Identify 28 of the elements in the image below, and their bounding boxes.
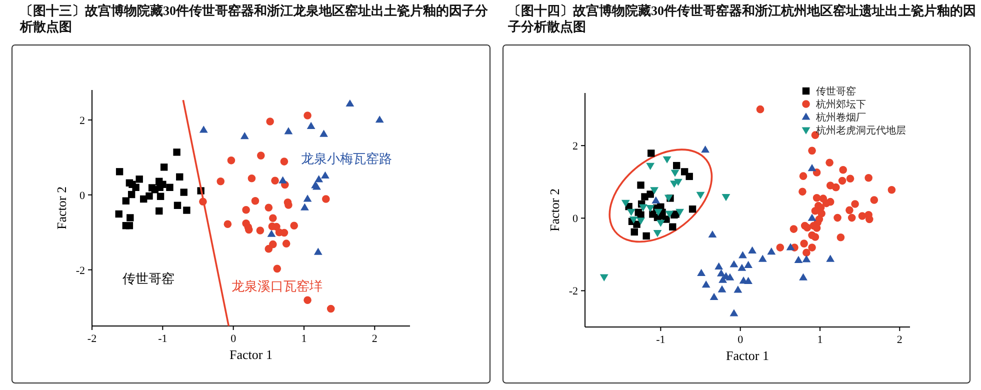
legend-label: 传世哥窑 bbox=[816, 86, 856, 98]
x-tick-label: -2 bbox=[87, 333, 97, 345]
y-axis-title: Factor 2 bbox=[547, 188, 562, 232]
x-axis-title: Factor 1 bbox=[230, 347, 272, 362]
x-tick-label: 0 bbox=[230, 333, 237, 345]
series-label: 龙泉溪口瓦窑垟 bbox=[232, 278, 323, 294]
x-tick-label: -1 bbox=[158, 333, 168, 345]
x-tick-label: 0 bbox=[738, 334, 744, 346]
x-tick-label: 2 bbox=[896, 334, 902, 346]
text: 传世哥窑 bbox=[122, 270, 175, 286]
legend-label: 杭州郊坛下 bbox=[815, 98, 866, 110]
x-axis-title: Factor 1 bbox=[726, 348, 769, 363]
x-tick-label: 1 bbox=[817, 334, 823, 346]
y-axis-title: Factor 2 bbox=[54, 186, 69, 230]
x-tick-label: 2 bbox=[372, 333, 378, 345]
y-tick-label: 2 bbox=[80, 114, 85, 127]
x-tick-label: 1 bbox=[301, 333, 307, 345]
legend-label: 杭州卷烟厂 bbox=[815, 112, 866, 124]
legend-label: 杭州老虎洞元代地层 bbox=[815, 124, 906, 136]
y-tick-label: -2 bbox=[568, 286, 578, 298]
y-tick-label: 0 bbox=[572, 213, 578, 226]
chart-title: 〔图十四〕故宫博物院藏30件传世哥窑器和浙江杭州地区窑址遗址出土瓷片釉的因子分析散点图 bbox=[507, 3, 976, 34]
x-tick-label: -1 bbox=[656, 334, 666, 346]
y-tick-label: 2 bbox=[572, 140, 578, 153]
y-tick-label: 0 bbox=[80, 190, 86, 202]
y-tick-label: -2 bbox=[76, 264, 85, 277]
chart-title: 〔图十三〕故宫博物院藏30件传世哥窑器和浙江龙泉地区窑址出土瓷片釉的因子分析散点图 bbox=[19, 3, 489, 34]
series-label: 龙泉小梅瓦窑路 bbox=[300, 151, 392, 166]
